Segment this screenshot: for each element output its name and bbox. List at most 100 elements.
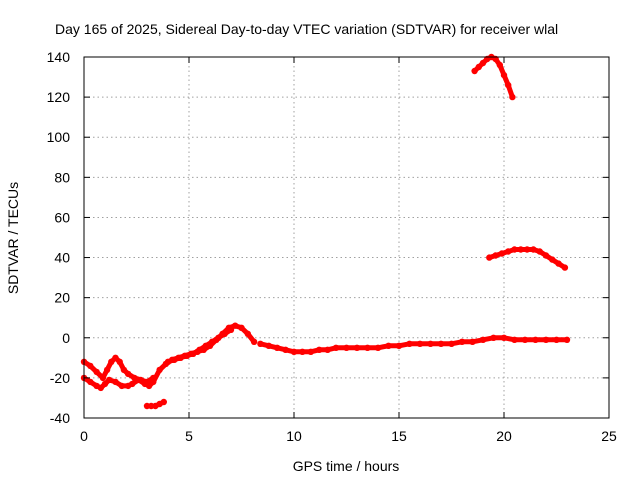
data-point (202, 342, 209, 349)
data-point (395, 342, 403, 349)
data-point (479, 336, 487, 343)
data-point (500, 71, 508, 79)
data-point (232, 322, 239, 329)
y-tick-label: 40 (54, 250, 70, 266)
tick-layer: 0 5 10 15 20 25 -40 -20 0 20 40 60 80 100 120 140 (47, 49, 617, 444)
data-point (257, 340, 264, 347)
data-point (555, 260, 562, 267)
data-point (496, 61, 503, 69)
y-axis-label: SDTVAR / TECUs (5, 182, 21, 294)
y-tick-label: 0 (62, 330, 70, 346)
data-point (563, 336, 571, 343)
data-point (353, 344, 361, 351)
data-point (103, 366, 111, 374)
x-tick-label: 5 (185, 428, 193, 444)
data-point (282, 346, 289, 353)
data-point (486, 254, 493, 261)
data-point (479, 59, 487, 67)
data-point (190, 350, 197, 357)
data-point (135, 376, 142, 384)
data-point (316, 346, 323, 353)
data-point (118, 382, 126, 390)
data-point (427, 340, 434, 347)
data-point (437, 340, 445, 347)
data-point (374, 344, 382, 351)
data-point (227, 326, 235, 333)
data-point (364, 344, 371, 351)
data-point (324, 346, 331, 353)
data-point (183, 352, 191, 359)
data-point (561, 264, 569, 271)
data-point (523, 246, 531, 253)
data-point (112, 378, 119, 386)
data-point (448, 340, 455, 347)
data-point (160, 398, 167, 406)
y-tick-label: -40 (50, 410, 70, 426)
data-point (542, 252, 550, 259)
x-tick-label: 15 (391, 428, 407, 444)
data-point (469, 338, 476, 345)
data-point (120, 366, 128, 374)
data-point (385, 342, 392, 349)
data-point (129, 380, 136, 388)
data-point (307, 348, 314, 355)
data-point (99, 374, 107, 382)
data-point (97, 384, 105, 392)
data-point (530, 246, 537, 253)
data-point (532, 336, 539, 343)
data-point (511, 336, 518, 343)
data-point (93, 368, 100, 376)
y-tick-label: -20 (50, 370, 70, 386)
y-tick-label: 100 (47, 129, 71, 145)
data-point (536, 248, 543, 255)
x-tick-label: 0 (80, 428, 88, 444)
data-point (505, 81, 512, 89)
y-tick-label: 80 (54, 169, 70, 185)
data-point (521, 336, 529, 343)
y-tick-label: 120 (47, 89, 71, 105)
data-point (208, 338, 216, 345)
data-point (511, 246, 518, 253)
data-point (106, 376, 113, 384)
data-point (553, 336, 560, 343)
data-point (250, 338, 258, 345)
data-point (549, 256, 556, 263)
data-point (145, 382, 153, 390)
y-tick-label: 20 (54, 290, 70, 306)
data-point (505, 248, 512, 255)
y-tick-label: 140 (47, 49, 71, 65)
data-point (177, 354, 184, 361)
data-point (498, 250, 506, 257)
data-point (416, 340, 424, 347)
data-point (238, 324, 245, 331)
data-point (116, 358, 123, 365)
data-point (517, 246, 524, 253)
data-point (490, 334, 497, 341)
chart-title: Day 165 of 2025, Sidereal Day-to-day VTE… (55, 21, 558, 37)
x-tick-label: 25 (601, 428, 617, 444)
data-point (471, 67, 478, 75)
data-point (124, 370, 132, 378)
data-point (87, 362, 94, 370)
data-point (274, 344, 281, 351)
data-point (215, 334, 222, 341)
series-arc-4-line (165, 327, 234, 365)
data-point (500, 334, 508, 341)
data-point (171, 356, 178, 363)
data-point (542, 336, 550, 343)
data-point (509, 93, 516, 101)
data-point (290, 348, 298, 355)
data-point (112, 354, 119, 361)
x-axis-label: GPS time / hours (293, 458, 400, 474)
data-point (150, 378, 157, 386)
data-point (164, 358, 172, 365)
x-tick-label: 10 (286, 428, 302, 444)
data-point (458, 338, 466, 345)
y-tick-label: 60 (54, 209, 70, 225)
data-point (406, 340, 413, 347)
series-arc-5-line (257, 335, 570, 355)
data-point (332, 344, 340, 351)
data-point (265, 342, 272, 349)
data-point (101, 380, 109, 388)
